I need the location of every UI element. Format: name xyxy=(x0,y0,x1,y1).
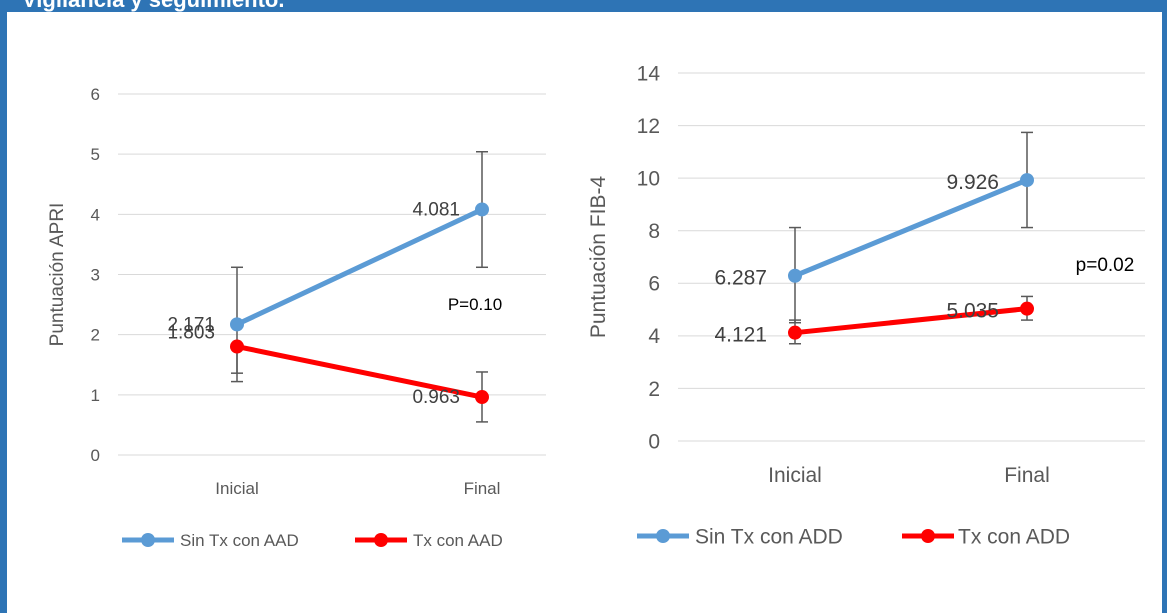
chart2-y-tick-label: 2 xyxy=(648,378,660,401)
chart1-y-tick-label: 4 xyxy=(91,205,100,224)
left-frame-border xyxy=(0,0,7,613)
chart1-y-tick-label: 3 xyxy=(91,265,100,284)
chart2-y-tick-label: 8 xyxy=(648,220,660,243)
chart2-series-line xyxy=(792,306,1030,336)
chart1-x-tick-label: Inicial xyxy=(215,479,258,498)
chart1-legend-marker xyxy=(141,533,155,547)
chart2-legend-label: Sin Tx con ADD xyxy=(695,525,843,548)
chart2-y-tick-label: 6 xyxy=(648,273,660,296)
chart2-data-label: 6.287 xyxy=(714,267,767,290)
chart2-annotation: p=0.02 xyxy=(1076,255,1135,276)
chart1-data-label: 4.081 xyxy=(412,199,460,220)
chart2-y-tick-label: 12 xyxy=(637,115,660,138)
chart1-annotation-box xyxy=(418,288,548,334)
chart2-x-tick-label: Final xyxy=(1004,464,1050,487)
chart1-data-point xyxy=(230,317,244,332)
header-title: Vigilancia y seguimiento. xyxy=(22,0,284,12)
chart2-y-tick-label: 0 xyxy=(648,430,660,453)
chart2-data-point xyxy=(1020,173,1034,188)
chart2-legend-marker xyxy=(656,529,670,543)
chart1-y-tick-label: 0 xyxy=(91,446,100,465)
chart1-legend-label: Sin Tx con AAD xyxy=(180,531,299,550)
chart1-legend-label: Tx con AAD xyxy=(413,531,503,550)
chart2-data-point xyxy=(1020,301,1034,316)
right-frame-border xyxy=(1162,0,1167,613)
chart1-data-label: 2.171 xyxy=(167,314,215,335)
chart2-y-tick-label: 14 xyxy=(637,62,661,85)
chart1-annotation: P=0.10 xyxy=(448,295,502,314)
chart1-data-point xyxy=(475,202,489,217)
chart1-series-line xyxy=(234,344,485,400)
chart1-y-tick-label: 1 xyxy=(91,386,100,405)
chart1-legend-marker xyxy=(374,533,388,547)
chart1-y-tick-label: 2 xyxy=(91,326,100,345)
chart1-y-axis-label: Puntuación APRI xyxy=(47,203,68,347)
chart1-y-tick-label: 6 xyxy=(91,85,100,104)
chart2-data-label: 5.035 xyxy=(946,300,999,323)
chart1-data-point xyxy=(475,390,489,405)
chart2-y-tick-label: 10 xyxy=(637,167,660,190)
chart2-legend-marker xyxy=(921,529,935,543)
chart2-data-label: 4.121 xyxy=(714,324,767,347)
chart1-data-point xyxy=(230,339,244,354)
chart2-y-tick-label: 4 xyxy=(648,325,660,348)
chart2-x-tick-label: Inicial xyxy=(768,464,822,487)
chart1-series-line xyxy=(234,206,485,327)
header-bar: Vigilancia y seguimiento. xyxy=(0,0,1167,12)
chart1-data-label: 1.803 xyxy=(167,323,215,344)
chart2-legend-label: Tx con ADD xyxy=(958,525,1070,548)
chart1-y-tick-label: 5 xyxy=(91,145,100,164)
chart2-data-label: 9.926 xyxy=(946,171,999,194)
chart2-y-axis-label: Puntuación FIB-4 xyxy=(587,176,610,339)
chart1-data-label: 0.963 xyxy=(412,387,460,408)
chart2-series-line xyxy=(792,177,1030,279)
chart1-x-tick-label: Final xyxy=(464,479,501,498)
chart2-data-point xyxy=(788,268,802,283)
chart2-data-point xyxy=(788,325,802,340)
